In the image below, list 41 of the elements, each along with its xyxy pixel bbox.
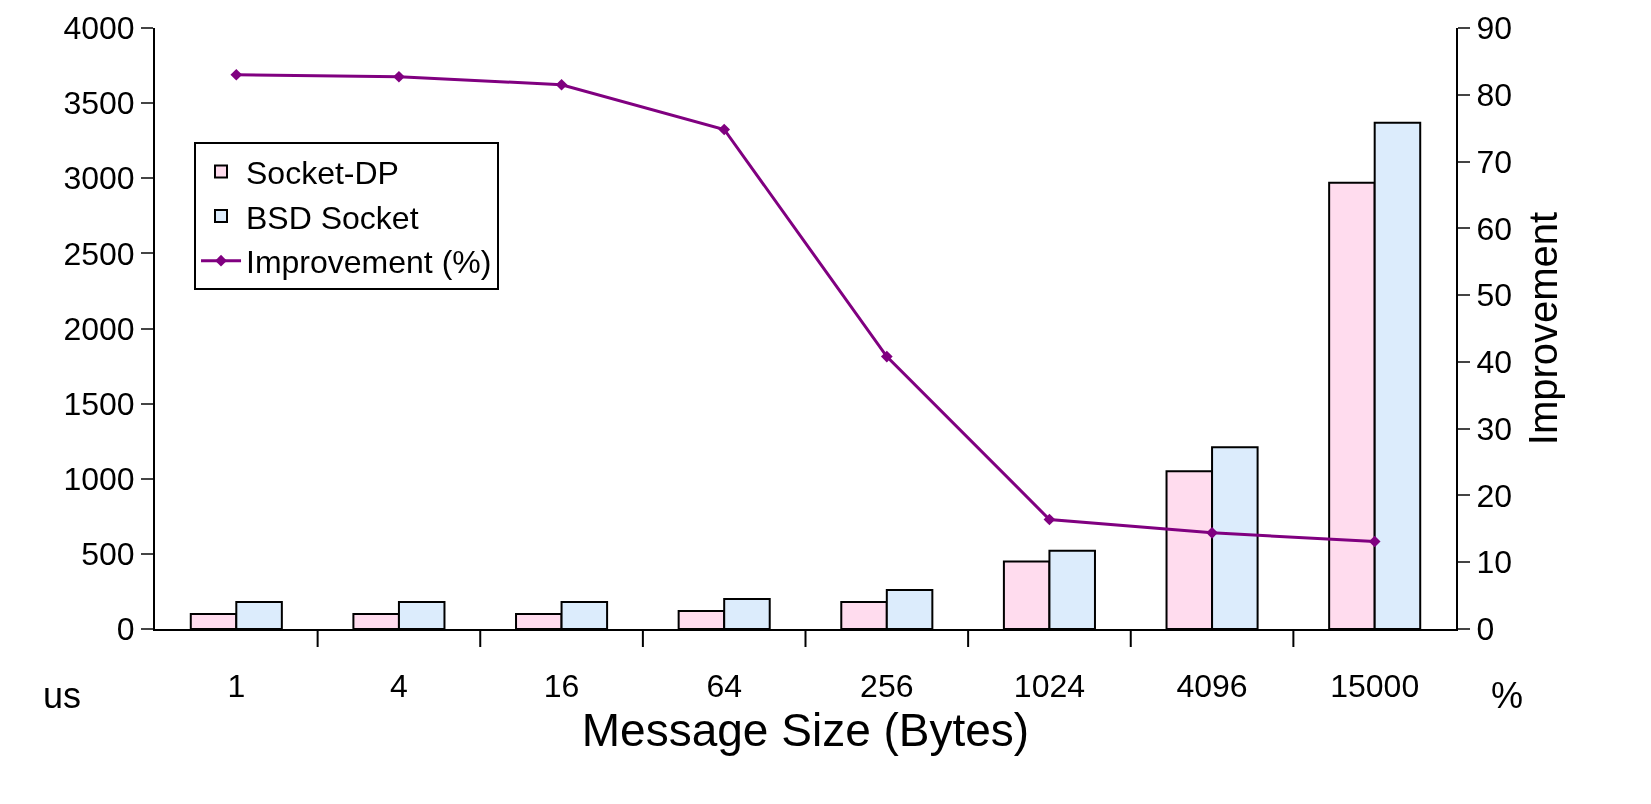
y2-tick-label: 0 [1476,611,1495,648]
y2-tick-label: 90 [1476,10,1512,47]
y2-tick-label: 20 [1476,477,1512,514]
y2-tick-label: 80 [1476,76,1512,113]
y-tick-label: 1000 [63,460,135,497]
point [880,350,893,363]
legend-label: Socket-DP [246,154,399,191]
x-tick-label: 16 [543,668,580,705]
y2-tick-label: 40 [1476,344,1512,381]
point [1206,526,1218,539]
point [718,123,731,136]
text: % [1491,675,1524,716]
y2-axis-title: Improvement [1520,211,1565,446]
x-tick-label: 15000 [1330,668,1420,705]
point [1043,513,1056,526]
y-tick-label: 3000 [63,160,135,197]
x-tick-label: 256 [860,668,914,705]
y-tick-label: 3500 [63,85,135,122]
y2-tick-label: 50 [1476,277,1512,314]
y2-tick-label: 70 [1476,143,1512,180]
x-tick-label: 1024 [1013,668,1086,705]
legend-label: Improvement (%) [246,244,492,281]
y-tick-label: 0 [116,611,135,648]
x-tick-label: 1 [227,668,246,705]
x-axis-title: Message Size (Bytes) [581,704,1030,757]
y2-tick-label: 60 [1476,210,1512,247]
point [1368,535,1381,548]
y-tick-label: 4000 [63,10,135,47]
y-tick-label: 2000 [63,310,135,347]
x-tick-label: 64 [706,668,742,705]
y-tick-label: 500 [81,536,135,573]
legend-label: BSD Socket [246,199,419,236]
y-tick-label: 2500 [63,235,135,272]
y-tick-label: 1500 [63,385,135,422]
point [230,68,243,81]
y-axis-title: us [43,675,82,716]
y2-tick-label: 10 [1476,544,1512,581]
point [393,70,405,83]
x-tick-label: 4096 [1176,668,1248,705]
y2-tick-label: 30 [1476,410,1512,447]
x-tick-label: 4 [390,668,408,705]
